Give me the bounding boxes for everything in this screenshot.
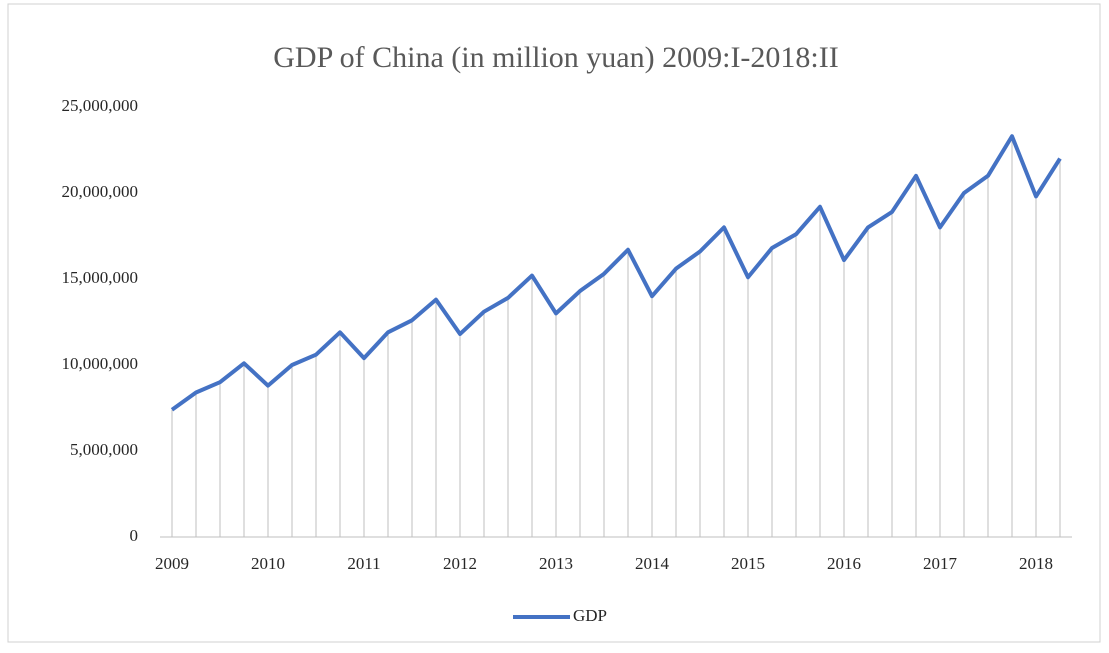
chart-frame bbox=[7, 3, 1101, 643]
data-line bbox=[170, 134, 1062, 412]
chart-title: GDP of China (in million yuan) 2009:I-20… bbox=[273, 41, 839, 74]
y-tick-label: 15,000,000 bbox=[62, 268, 139, 287]
x-tick-label: 2017 bbox=[923, 554, 958, 573]
x-tick-label: 2016 bbox=[827, 554, 861, 573]
x-tick-label: 2018 bbox=[1019, 554, 1053, 573]
y-tick-label: 20,000,000 bbox=[62, 182, 139, 201]
y-tick-label: 0 bbox=[130, 526, 139, 545]
x-tick-label: 2012 bbox=[443, 554, 477, 573]
x-tick-label: 2009 bbox=[155, 554, 189, 573]
y-tick-label: 5,000,000 bbox=[70, 440, 138, 459]
x-tick-label: 2011 bbox=[347, 554, 380, 573]
x-tick-label: 2015 bbox=[731, 554, 765, 573]
legend-label: GDP bbox=[573, 606, 607, 625]
x-tick-label: 2013 bbox=[539, 554, 573, 573]
x-tick-label: 2014 bbox=[635, 554, 670, 573]
y-tick-label: 10,000,000 bbox=[62, 354, 139, 373]
y-tick-label: 25,000,000 bbox=[62, 96, 139, 115]
x-tick-label: 2010 bbox=[251, 554, 285, 573]
